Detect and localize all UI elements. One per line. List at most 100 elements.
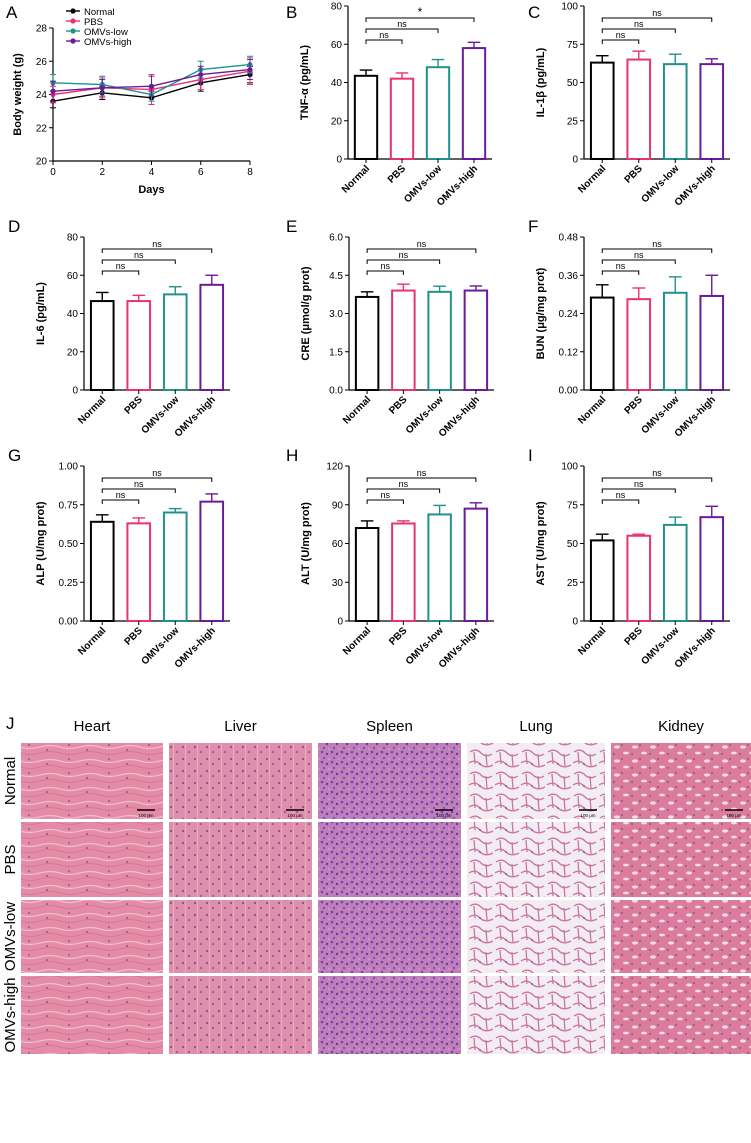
tissue-texture — [318, 976, 461, 1054]
significance-label: ns — [399, 479, 409, 489]
legend-swatch-marker — [70, 38, 76, 44]
tissue-texture — [467, 822, 605, 897]
y-tick-label: 0 — [572, 617, 578, 628]
bar-rect — [463, 289, 489, 391]
bar-normal — [353, 69, 379, 160]
bar-omvs-low — [427, 285, 452, 392]
scale-bar-label: 100 μm — [138, 813, 153, 818]
tissue-texture — [318, 900, 461, 973]
significance-bracket: ns — [601, 239, 713, 253]
y-tick-label: 24 — [36, 90, 48, 101]
significance-bracket: ns — [601, 261, 640, 275]
bar-rect — [389, 77, 415, 160]
bar-normal — [89, 514, 115, 622]
panel-letter-c: C — [528, 3, 540, 22]
bracket-line — [365, 28, 439, 33]
bar-pbs — [626, 287, 652, 391]
significance-label: ns — [634, 250, 644, 260]
column-label-lung: Lung — [519, 718, 552, 735]
bracket-line — [101, 477, 213, 482]
x-tick-label: 2 — [99, 167, 105, 178]
bar-rect — [589, 539, 615, 623]
x-tick-label: Normal — [576, 625, 608, 657]
bracket-line — [601, 28, 676, 33]
column-label-spleen: Spleen — [366, 718, 413, 735]
y-tick-label: 25 — [567, 116, 579, 127]
row-label-normal: Normal — [2, 757, 19, 805]
bracket-line — [601, 488, 676, 493]
tissue-texture — [611, 822, 751, 897]
panel-letter-f: F — [528, 217, 538, 236]
y-tick-label: 25 — [567, 578, 579, 589]
histology-image-liver-omvs-high — [169, 976, 312, 1054]
panel-letter-a: A — [6, 3, 18, 22]
significance-bracket: * — [365, 5, 475, 22]
bracket-line — [101, 248, 213, 253]
bar-rect — [626, 58, 652, 160]
row-label-omvs-low: OMVs-low — [2, 902, 19, 971]
x-tick-label: Normal — [340, 163, 372, 195]
bar-normal — [589, 533, 615, 623]
x-tick-label: PBS — [387, 394, 410, 417]
y-axis-label: TNF-α (pg/mL) — [299, 45, 311, 121]
histology-image-lung-normal: 100 μm — [467, 743, 605, 819]
bar-rect — [589, 61, 615, 160]
significance-label: ns — [417, 239, 427, 249]
x-tick-label: PBS — [387, 625, 410, 648]
x-tick-label: PBS — [623, 163, 646, 186]
y-axis-label: IL-6 (pg/mL) — [35, 282, 47, 345]
tissue-texture — [467, 976, 605, 1054]
y-tick-label: 20 — [67, 347, 79, 358]
tissue-texture — [21, 743, 163, 819]
significance-bracket: ns — [366, 239, 477, 253]
histology-image-kidney-omvs-low — [611, 900, 751, 973]
x-axis-label: Days — [138, 184, 164, 196]
y-tick-label: 40 — [331, 78, 343, 89]
panel-letter-b: B — [286, 3, 297, 22]
bar-rect — [126, 300, 152, 392]
x-tick-label: 0 — [50, 167, 56, 178]
y-tick-label: 26 — [36, 57, 48, 68]
significance-bracket: ns — [366, 261, 404, 275]
y-tick-label: 100 — [561, 2, 578, 13]
bar-omvs-high — [463, 285, 489, 391]
histology-image-kidney-omvs-high — [611, 976, 751, 1054]
y-tick-label: 0 — [336, 155, 342, 166]
bar-rect — [425, 66, 451, 160]
panel-letter-h: H — [286, 446, 298, 465]
bracket-line — [365, 17, 475, 22]
y-tick-label: 75 — [567, 500, 579, 511]
bar-rect — [391, 522, 416, 623]
x-tick-label: PBS — [123, 625, 146, 648]
significance-label: ns — [134, 479, 144, 489]
y-axis-label: BUN (μg/mg prot) — [535, 267, 547, 359]
histology-image-heart-normal: 100 μm — [21, 743, 163, 819]
significance-bracket: ns — [101, 479, 176, 493]
x-tick-label: PBS — [386, 163, 409, 186]
bracket-line — [601, 17, 713, 22]
y-tick-label: 120 — [326, 462, 343, 473]
y-tick-label: 1.00 — [59, 462, 79, 473]
significance-label: ns — [634, 19, 644, 29]
significance-label: ns — [379, 30, 389, 40]
y-tick-label: 0.00 — [559, 386, 579, 397]
histology-image-kidney-normal: 100 μm — [611, 743, 751, 819]
tissue-texture — [169, 822, 312, 897]
y-tick-label: 50 — [567, 78, 579, 89]
bar-omvs-high — [699, 274, 725, 391]
histology-layer: J Heart Liver Spleen Lung Kidney Normal 100 μm… — [2, 714, 751, 1054]
y-tick-label: 0 — [337, 617, 343, 628]
tissue-texture — [467, 900, 605, 973]
y-tick-label: 0.12 — [559, 347, 579, 358]
bracket-line — [366, 488, 441, 493]
tissue-texture — [318, 743, 461, 819]
significance-label: ns — [380, 261, 390, 271]
y-tick-label: 22 — [36, 123, 48, 134]
significance-label: ns — [116, 261, 126, 271]
bar-normal — [589, 284, 615, 391]
bracket-line — [366, 259, 441, 264]
significance-label: ns — [116, 490, 126, 500]
chart-panel-g: G 0.00 0.25 0.50 0.75 1.00 ALP (U/mg prot) Norm… — [8, 446, 230, 670]
